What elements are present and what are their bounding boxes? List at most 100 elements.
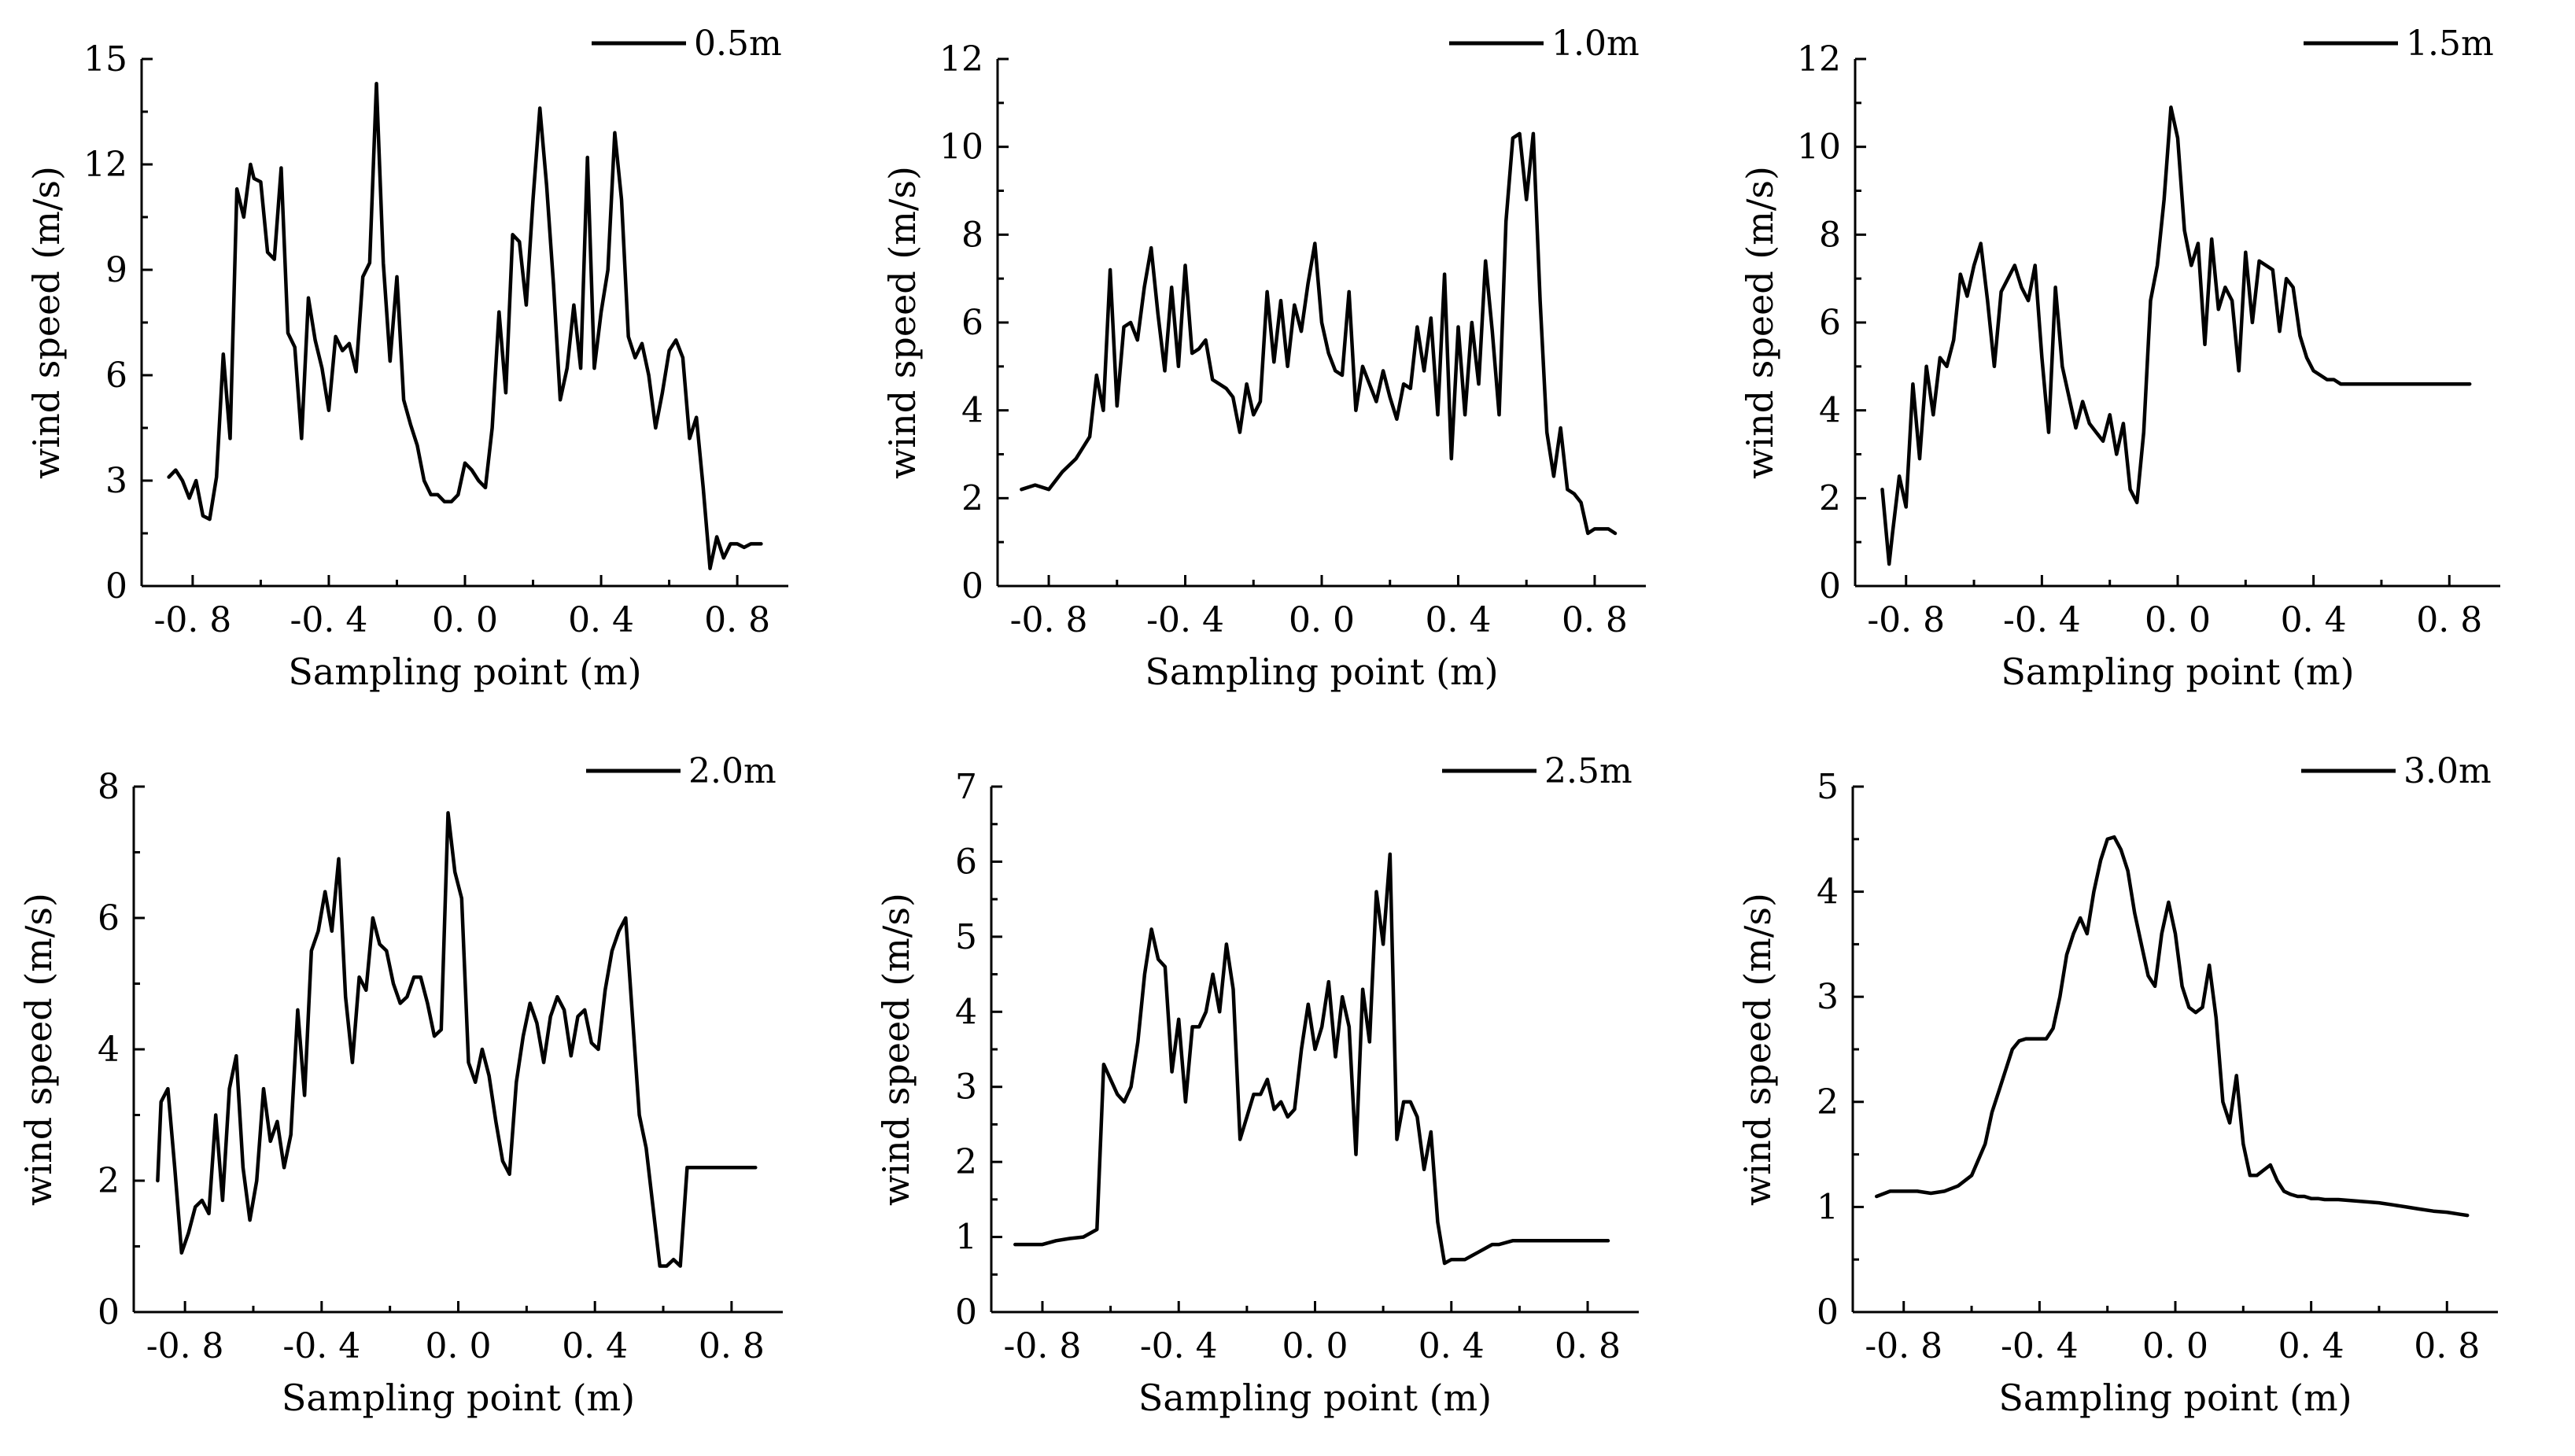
x-tick-label: 0. 0 (1282, 1326, 1348, 1366)
series-line-1.0m (1020, 131, 1618, 536)
y-tick-label: 12 (83, 145, 127, 185)
y-axis-title: wind speed (m/s) (881, 166, 924, 479)
x-axis-title: Sampling point (m) (288, 651, 641, 693)
x-tick-label: -0. 4 (290, 600, 368, 640)
series-line-3.0m (1874, 835, 2470, 1218)
chart-panel-2: 0 2 4 6 8 10 12 -0. 8 -0. 4 0. 0 0. 4 0. 8 Sampling … (881, 24, 1646, 693)
y-tick-label: 6 (105, 356, 127, 396)
y-tick-label: 10 (939, 127, 983, 168)
legend-label: 1.5m (2406, 24, 2494, 64)
x-tick-label: 0. 4 (2281, 600, 2347, 640)
x-tick-label: -0. 8 (1865, 1326, 1942, 1366)
y-tick-label: 2 (961, 478, 983, 518)
y-tick-label: 9 (105, 250, 127, 290)
x-tick-label: 0. 0 (432, 600, 498, 640)
y-tick-label: 3 (1817, 977, 1839, 1017)
x-tick-label: 0. 8 (1562, 600, 1628, 640)
y-tick-label: 4 (1819, 391, 1841, 431)
x-tick-label: -0. 4 (2003, 600, 2081, 640)
y-tick-label: 0 (98, 1292, 120, 1333)
y-tick-label: 0 (105, 566, 127, 606)
y-tick-label: 6 (98, 898, 120, 938)
y-tick-label: 5 (955, 917, 977, 957)
x-axis-title: Sampling point (m) (1998, 1377, 2352, 1419)
y-tick-label: 3 (105, 461, 127, 501)
x-tick-label: 0. 0 (2145, 600, 2211, 640)
y-axis-title: wind speed (m/s) (875, 893, 917, 1206)
x-tick-label: -0. 4 (282, 1326, 360, 1366)
y-tick-label: 10 (1797, 127, 1841, 168)
y-axis-title: wind speed (m/s) (25, 166, 68, 479)
x-tick-label: 0. 0 (1289, 600, 1355, 640)
x-axis-title: Sampling point (m) (1145, 651, 1498, 693)
y-tick-label: 4 (1817, 872, 1839, 912)
y-tick-label: 12 (939, 39, 983, 79)
y-tick-label: 0 (1817, 1292, 1839, 1333)
legend-label: 2.5m (1544, 751, 1632, 791)
y-tick-label: 0 (955, 1292, 977, 1333)
x-axis-title: Sampling point (m) (282, 1377, 635, 1419)
x-axis-title: Sampling point (m) (2001, 651, 2354, 693)
x-tick-label: -0. 8 (153, 600, 231, 640)
series-line-2.5m (1013, 852, 1610, 1266)
x-tick-label: 0. 8 (699, 1326, 765, 1366)
chart-panel-3: 0 2 4 6 8 10 12 -0. 8 -0. 4 0. 0 0. 4 0. 8 Sampling … (1739, 24, 2500, 693)
x-tick-label: -0. 4 (2001, 1326, 2079, 1366)
y-tick-label: 6 (955, 842, 977, 882)
chart-panel-6: 0 1 2 3 4 5 -0. 8 -0. 4 0. 0 0. 4 0. 8 Sampling poi… (1736, 751, 2498, 1419)
y-tick-label: 1 (955, 1218, 977, 1258)
y-tick-label: 0 (961, 566, 983, 606)
y-tick-label: 2 (1819, 478, 1841, 518)
y-tick-label: 1 (1817, 1187, 1839, 1227)
x-tick-label: 0. 4 (2278, 1326, 2344, 1366)
x-tick-label: -0. 8 (146, 1326, 224, 1366)
x-axis-title: Sampling point (m) (1138, 1377, 1492, 1419)
chart-panel-5: 0 1 2 3 4 5 6 7 -0. 8 -0. 4 0. 0 0. 4 0. 8 Sampling p… (875, 751, 1639, 1419)
chart-panel-4: 0 2 4 6 8 -0. 8 -0. 4 0. 0 0. 4 0. 8 Sampling poin… (17, 751, 783, 1419)
x-tick-label: 0. 8 (704, 600, 770, 640)
y-tick-label: 5 (1817, 767, 1839, 807)
x-tick-label: -0. 8 (1867, 600, 1945, 640)
legend-label: 2.0m (688, 751, 777, 791)
x-tick-label: 0. 8 (2414, 1326, 2480, 1366)
legend-label: 0.5m (694, 24, 782, 64)
x-tick-label: 0. 4 (1418, 1326, 1485, 1366)
legend-label: 3.0m (2403, 751, 2492, 791)
x-tick-label: 0. 8 (1555, 1326, 1621, 1366)
y-tick-label: 6 (1819, 303, 1841, 343)
x-tick-label: 0. 4 (1425, 600, 1491, 640)
x-tick-label: 0. 0 (426, 1326, 492, 1366)
y-tick-label: 2 (955, 1142, 977, 1182)
y-tick-label: 2 (1817, 1082, 1839, 1122)
x-tick-label: 0. 4 (562, 1326, 628, 1366)
y-tick-label: 8 (1819, 215, 1841, 255)
y-tick-label: 12 (1797, 39, 1841, 79)
y-tick-label: 4 (961, 391, 983, 431)
y-tick-label: 3 (955, 1067, 977, 1108)
series-line-0.5m (167, 82, 763, 570)
chart-panel-1: 0 3 6 9 12 15 -0. 8 -0. 4 0. 0 0. 4 0. 8 Sampling p… (25, 24, 788, 693)
y-tick-label: 4 (98, 1030, 120, 1070)
x-tick-label: -0. 4 (1140, 1326, 1218, 1366)
legend-label: 1.0m (1551, 24, 1640, 64)
y-tick-label: 8 (98, 767, 120, 807)
y-axis-title: wind speed (m/s) (1736, 893, 1779, 1206)
y-tick-label: 8 (961, 215, 983, 255)
y-tick-label: 7 (955, 767, 977, 807)
x-tick-label: -0. 8 (1004, 1326, 1082, 1366)
y-tick-label: 15 (83, 39, 127, 79)
x-tick-label: 0. 8 (2416, 600, 2482, 640)
x-tick-label: -0. 4 (1146, 600, 1224, 640)
x-tick-label: -0. 8 (1010, 600, 1088, 640)
y-tick-label: 6 (961, 303, 983, 343)
series-line-1.5m (1880, 105, 2472, 566)
y-tick-label: 4 (955, 992, 977, 1032)
y-tick-label: 2 (98, 1161, 120, 1201)
y-axis-title: wind speed (m/s) (1739, 166, 1781, 479)
y-tick-label: 0 (1819, 566, 1841, 606)
y-axis-title: wind speed (m/s) (17, 893, 60, 1206)
series-line-2.0m (156, 811, 758, 1268)
x-tick-label: 0. 0 (2142, 1326, 2208, 1366)
x-tick-label: 0. 4 (568, 600, 634, 640)
